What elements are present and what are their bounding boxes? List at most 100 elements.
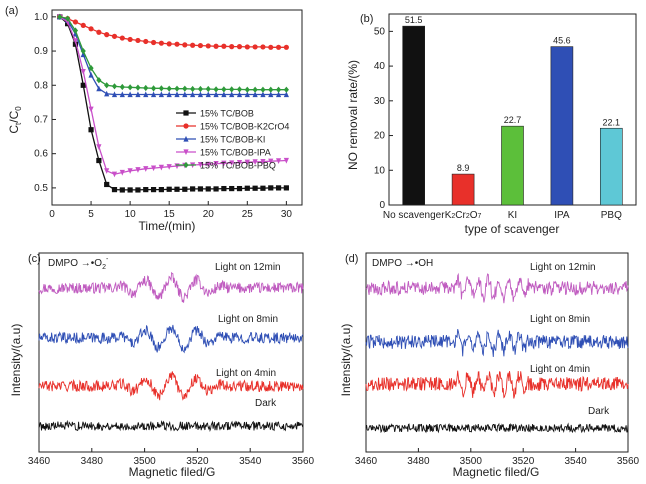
data-point (244, 185, 250, 191)
data-point (283, 185, 289, 191)
data-point (213, 186, 219, 192)
data-point (96, 29, 102, 35)
bar-value-label: 45.6 (553, 36, 571, 46)
x-tick-label: 10 (125, 209, 137, 220)
data-point (80, 82, 86, 88)
y-tick-label: 20 (374, 131, 386, 142)
data-point (88, 106, 94, 113)
data-point (72, 38, 79, 44)
y-tick-label: 40 (374, 61, 386, 72)
data-point (80, 68, 86, 75)
spectrum-label: Light on 8min (218, 314, 278, 325)
series-line (59, 16, 287, 96)
panel-a-ylabel: Ct/C0 (7, 106, 23, 134)
data-point (229, 86, 235, 93)
data-point (166, 85, 172, 92)
x-tick-label: PBQ (601, 210, 622, 221)
y-tick-label: 30 (374, 96, 386, 107)
data-point (182, 186, 188, 192)
data-point (143, 187, 149, 193)
y-tick-label: 0.6 (34, 149, 48, 160)
panel-d: (d) DMPO →•OH Intensity/(a.u) Magnetic f… (339, 252, 640, 479)
data-point (260, 86, 266, 93)
data-point (88, 127, 94, 133)
data-point (236, 159, 243, 166)
data-point (268, 44, 274, 50)
data-point (150, 187, 157, 193)
x-tick-label: 15 (164, 209, 176, 220)
panel-a: (a) Ct/C0 Time/(min) 0 5 10 15 20 25 30 0.5 0.6 0… (5, 5, 303, 233)
data-point (158, 91, 164, 98)
data-point (197, 85, 204, 93)
data-point (182, 85, 188, 92)
data-point (197, 42, 204, 49)
data-point (158, 40, 164, 46)
data-point (135, 187, 141, 193)
data-point (88, 26, 94, 32)
bar-value-label: 51.5 (405, 15, 423, 25)
spectrum-line (38, 271, 304, 303)
x-tick-label: K2Cr2O7 (445, 210, 482, 221)
data-point (183, 123, 189, 129)
spectrum-label: Dark (255, 398, 277, 409)
data-point (283, 91, 289, 98)
data-point (182, 42, 188, 48)
data-point (213, 86, 219, 93)
panel-c-label: (c) (28, 253, 41, 265)
data-point (190, 91, 196, 98)
data-point (205, 43, 211, 49)
data-point (190, 85, 196, 93)
x-tick-label: 3540 (239, 456, 262, 467)
data-point (119, 187, 125, 193)
y-tick-label: 10 (374, 165, 386, 176)
bar (599, 127, 623, 206)
data-point (80, 47, 86, 55)
data-point (135, 167, 141, 173)
data-point (275, 158, 282, 164)
spectrum-label: Light on 12min (530, 262, 596, 273)
data-point (127, 84, 133, 91)
data-point (283, 44, 289, 50)
data-point (80, 22, 86, 28)
data-point (252, 44, 258, 50)
panel-c-ylabel: Intensity/(a.u) (9, 324, 23, 397)
y-tick-label: 0.5 (34, 183, 48, 194)
x-tick-label: 3560 (617, 456, 640, 467)
data-point (221, 91, 227, 98)
data-point (260, 185, 266, 191)
x-tick-label: 5 (88, 209, 94, 220)
data-point (72, 41, 79, 47)
bar (451, 173, 475, 206)
data-point (119, 83, 125, 91)
x-tick-label: 3500 (133, 456, 156, 467)
data-point (135, 91, 141, 98)
data-point (236, 86, 243, 93)
spectrum-line (365, 422, 629, 434)
data-point (229, 185, 235, 192)
data-point (236, 91, 243, 98)
data-point (135, 37, 141, 44)
data-point (275, 91, 282, 98)
data-point (127, 187, 133, 193)
data-point (143, 84, 149, 92)
panel-a-xlabel: Time/(min) (139, 219, 196, 233)
spectrum-line (38, 371, 304, 401)
data-point (166, 91, 172, 98)
data-point (183, 110, 189, 116)
legend-label: 15% TC/BOB-PBQ (200, 161, 276, 171)
y-tick-label: 50 (374, 26, 386, 37)
data-point (127, 91, 133, 98)
x-tick-label: 3560 (292, 456, 315, 467)
y-tick-label: 0.9 (34, 46, 48, 57)
data-point (244, 86, 250, 93)
x-tick-label: 20 (203, 209, 215, 220)
panel-c-xlabel: Magnetic filed/G (129, 465, 216, 479)
data-point (166, 186, 172, 192)
bar (550, 46, 574, 206)
panel-d-xlabel: Magnetic filed/G (453, 465, 540, 479)
data-point (213, 43, 219, 49)
data-point (229, 44, 235, 50)
data-point (104, 168, 110, 174)
data-point (111, 187, 118, 193)
series-line (59, 16, 287, 48)
